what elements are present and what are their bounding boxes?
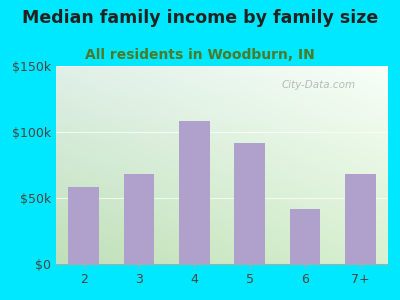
Bar [290,208,320,264]
Text: Median family income by family size: Median family income by family size [22,9,378,27]
Bar [68,188,99,264]
Bar [345,174,376,264]
Bar [124,174,154,264]
Text: City-Data.com: City-Data.com [282,80,356,90]
Bar [179,122,210,264]
Text: All residents in Woodburn, IN: All residents in Woodburn, IN [85,48,315,62]
Bar [234,142,265,264]
